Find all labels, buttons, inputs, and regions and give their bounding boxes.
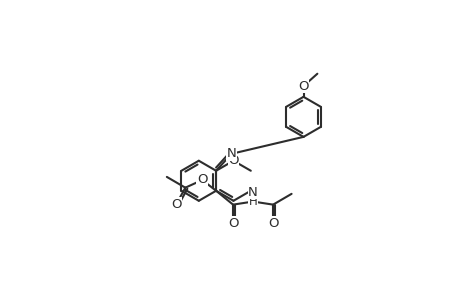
Text: O: O <box>170 198 181 211</box>
Text: O: O <box>228 154 238 167</box>
Text: O: O <box>196 173 207 187</box>
Text: H: H <box>248 195 257 208</box>
Text: O: O <box>297 80 308 92</box>
Text: O: O <box>267 217 278 230</box>
Text: N: N <box>226 147 236 160</box>
Text: N: N <box>248 186 257 199</box>
Text: O: O <box>227 217 238 230</box>
